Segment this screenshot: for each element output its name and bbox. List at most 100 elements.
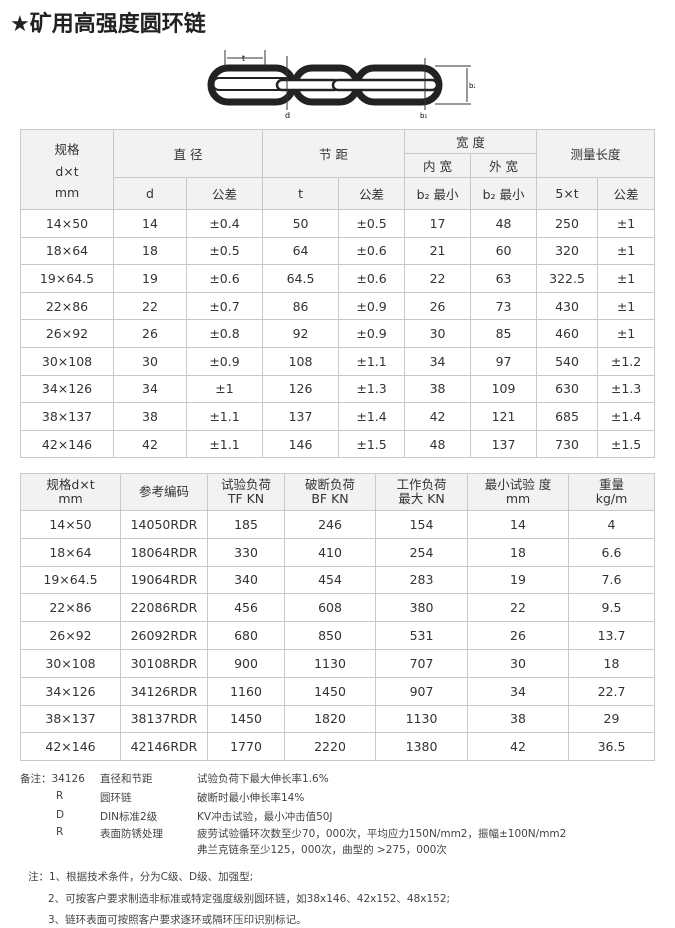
table-cell: 19	[113, 264, 187, 293]
table-cell: 29	[568, 704, 655, 734]
table-cell: 330	[207, 537, 285, 567]
table-cell: 320	[536, 236, 599, 266]
table-cell: ±1.5	[338, 429, 406, 459]
table-cell: 26×92	[20, 319, 114, 348]
table-cell: 34	[113, 374, 187, 404]
subheader-cell: b₂ 最小	[470, 177, 538, 210]
table-cell: 26	[467, 621, 569, 650]
table-cell: 18	[568, 648, 655, 678]
table-cell: 26	[404, 291, 472, 321]
subheader-cell: 5×t	[536, 177, 599, 210]
table-cell: 6.6	[568, 537, 655, 567]
table-cell: 48	[404, 429, 472, 459]
remark-text: 弗兰克链条至少125，000次，曲型的 >275，000次	[197, 844, 447, 856]
table-cell: 97	[470, 346, 538, 376]
table-cell: 250	[536, 209, 599, 238]
table-cell: 42	[467, 732, 569, 762]
header-measure: 测量长度	[536, 129, 656, 178]
table-cell: 430	[536, 291, 599, 321]
table-cell: 630	[536, 374, 599, 404]
remark-text: R	[56, 790, 64, 802]
table-cell: ±1.1	[338, 346, 406, 376]
table-cell: ±0.9	[338, 319, 406, 348]
subheader-cell: d	[113, 177, 187, 210]
table-cell: ±1	[597, 209, 656, 238]
table-cell: 14	[113, 209, 187, 238]
table-cell: 48	[470, 209, 538, 238]
table-row: 34×126 34126RDR 1160 1450 907 34 22.7	[20, 676, 655, 706]
table-cell: 1130	[284, 648, 376, 678]
header-line: BF KN	[311, 491, 349, 506]
table-cell: 137	[262, 402, 340, 431]
subheader-cell: b₂ 最小	[404, 177, 472, 210]
table-cell: 34×126	[20, 374, 114, 404]
table-cell: 680	[207, 621, 285, 650]
table-cell: 1130	[375, 704, 468, 734]
table-cell: 22	[467, 593, 569, 623]
table-cell: 18	[467, 537, 569, 567]
table-cell: 22.7	[568, 676, 655, 706]
table-cell: 1820	[284, 704, 376, 734]
table-cell: 907	[375, 676, 468, 706]
table-cell: 34	[404, 346, 472, 376]
table-cell: ±1.4	[338, 402, 406, 431]
subheader-cell: 公差	[185, 177, 264, 210]
table-cell: ±1.3	[338, 374, 406, 404]
remark-text: DIN标准2级	[100, 811, 158, 823]
table-cell: 146	[262, 429, 340, 459]
table-cell: 531	[375, 621, 468, 650]
table-cell: 30×108	[20, 346, 114, 376]
subheader-cell: t	[262, 177, 340, 210]
remark-text: R	[56, 826, 64, 838]
table-cell: 30	[113, 346, 187, 376]
table-cell: 109	[470, 374, 538, 404]
table-cell: 19	[467, 565, 569, 595]
table-cell: 19×64.5	[20, 264, 114, 293]
header-inner: 内 宽	[404, 153, 472, 178]
table-cell: 19064RDR	[120, 565, 208, 595]
table-cell: ±1	[597, 236, 656, 266]
table-cell: ±1.1	[185, 429, 264, 459]
table-cell: 1380	[375, 732, 468, 762]
table-row: 14×50 14050RDR 185 246 154 14 4	[20, 510, 655, 539]
label-d: d	[285, 111, 290, 120]
table-cell: 86	[262, 291, 340, 321]
table-cell: 410	[284, 537, 376, 567]
table-cell: 22	[404, 264, 472, 293]
table-cell: 26×92	[20, 621, 121, 650]
table-cell: ±0.7	[185, 291, 264, 321]
table-cell: 108	[262, 346, 340, 376]
header-line: mm	[505, 491, 531, 506]
table-row: 34×126 34 ±1 126 ±1.3 38 109 630 ±1.3	[20, 374, 656, 404]
table-cell: 64.5	[262, 264, 340, 293]
table-cell: 540	[536, 346, 599, 376]
table-cell: 9.5	[568, 593, 655, 623]
table-row: 18×64 18 ±0.5 64 ±0.6 21 60 320 ±1	[20, 236, 656, 266]
remark-text: D	[56, 809, 65, 821]
table-cell: 42	[113, 429, 187, 459]
table-cell: ±0.9	[185, 346, 264, 376]
header-line: 重量	[598, 477, 624, 492]
remark-text: 试验负荷下最大伸长率1.6%	[197, 773, 329, 785]
table-cell: 2220	[284, 732, 376, 762]
table-cell: 1160	[207, 676, 285, 706]
header-width: 宽 度	[404, 129, 538, 154]
table-cell: 21	[404, 236, 472, 266]
header-cell: 最小试验 度 mm	[467, 473, 569, 511]
table-cell: ±0.6	[185, 264, 264, 293]
subheader-cell: 公差	[597, 177, 656, 210]
table-cell: 63	[470, 264, 538, 293]
table-row: 38×137 38 ±1.1 137 ±1.4 42 121 685 ±1.4	[20, 402, 656, 431]
table-cell: 137	[470, 429, 538, 459]
table-cell: 85	[470, 319, 538, 348]
table-cell: 460	[536, 319, 599, 348]
table-cell: 60	[470, 236, 538, 266]
table-cell: 322.5	[536, 264, 599, 293]
header-line: 最大 KN	[398, 491, 445, 506]
table-cell: ±1.1	[185, 402, 264, 431]
remark-text: 备注：34126	[20, 773, 85, 785]
table-cell: 283	[375, 565, 468, 595]
table-cell: 454	[284, 565, 376, 595]
table-cell: 38137RDR	[120, 704, 208, 734]
header-line: 破断负荷	[304, 477, 355, 492]
